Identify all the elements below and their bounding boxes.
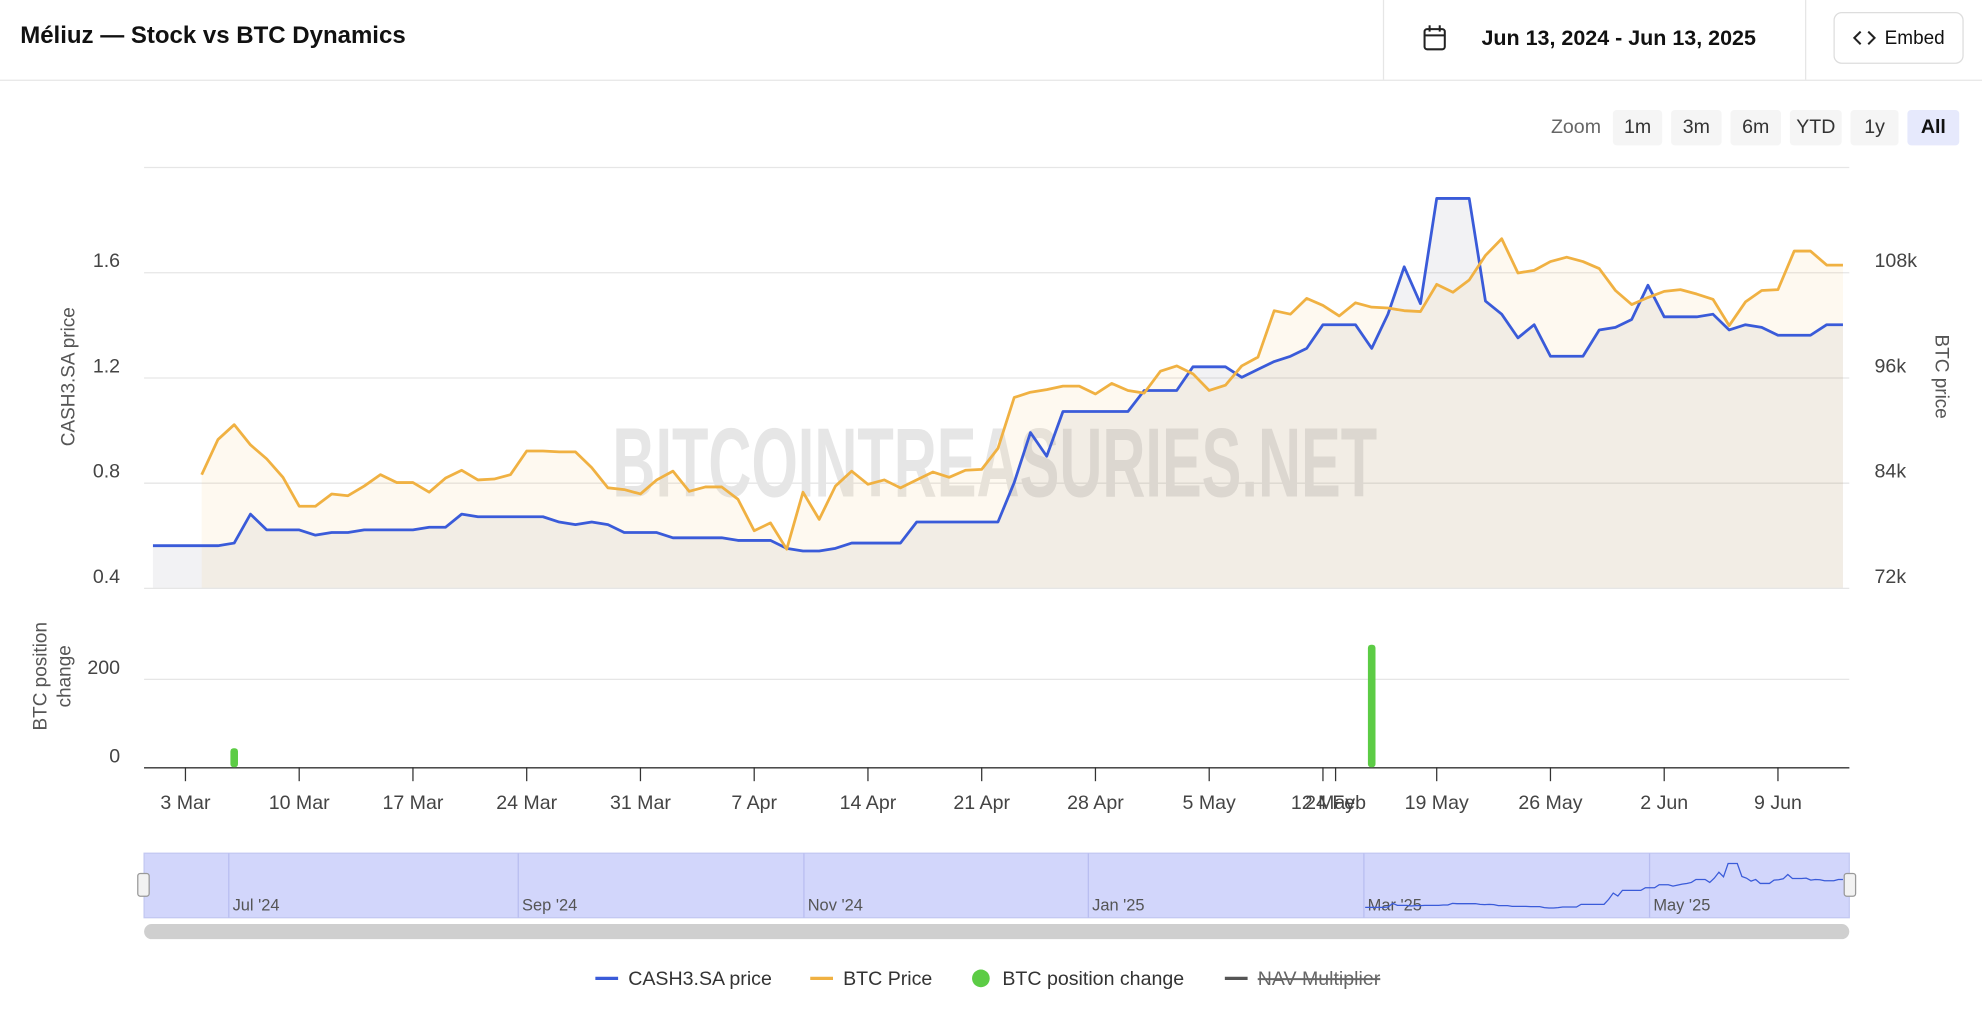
watermark: BITCOINTREASURIES.NET [612, 407, 1377, 517]
x-tick-label: 5 May [1183, 792, 1237, 814]
zoom-button[interactable] [1612, 109, 1663, 146]
series-line [152, 197, 1843, 553]
y-tick-label: 1.6 [93, 250, 120, 272]
navigator-label: May '25 [1653, 897, 1710, 915]
series-area [152, 198, 1843, 588]
zoom-button[interactable] [1907, 109, 1960, 146]
legend-label[interactable]: CASH3.SA price [628, 968, 772, 990]
date-picker[interactable]: Jun 13, 2024 - Jun 13, 2025 [1423, 25, 1756, 51]
series-area [201, 238, 1843, 588]
x-tick-label: 19 May [1405, 792, 1469, 814]
x-tick-label: 26 May [1518, 792, 1582, 814]
zoom-button[interactable] [1850, 109, 1899, 146]
navigator-line [1365, 862, 1843, 909]
y3-axis-title: change [55, 645, 76, 707]
x-tick-label: 28 Apr [1067, 792, 1124, 814]
navigator-label: Sep '24 [522, 897, 577, 915]
y2-tick-label: 72k [1875, 566, 1907, 588]
navigator-label: Mar '25 [1368, 897, 1422, 915]
legend-symbol [972, 969, 990, 988]
x-tick-label: 21 Apr [953, 792, 1010, 814]
bar [230, 748, 238, 768]
y-tick-label: 0.8 [93, 461, 120, 483]
x-tick-label: 2 Jun [1640, 792, 1688, 814]
navigator-handle[interactable] [1843, 872, 1857, 897]
y3-tick-label: 200 [87, 657, 120, 679]
date-range[interactable]: Jun 13, 2024 - Jun 13, 2025 [1481, 26, 1756, 50]
y2-axis-title: BTC price [1930, 335, 1951, 419]
y-axis-title: CASH3.SA price [59, 307, 80, 446]
zoom-button-label[interactable]: All [1921, 116, 1946, 138]
x-tick-label: 24 Mar [496, 792, 557, 814]
zoom-button-label[interactable]: 6m [1742, 116, 1769, 138]
y-tick-label: 0.4 [93, 566, 120, 588]
zoom-button[interactable] [1730, 109, 1782, 146]
legend-label[interactable]: BTC position change [1002, 968, 1184, 990]
x-tick-label: 3 Mar [160, 792, 211, 814]
zoom-button-label[interactable]: 1m [1624, 116, 1651, 138]
x-tick-label: 24 Feb [1305, 792, 1366, 814]
embed-button[interactable]: Embed [1833, 12, 1964, 64]
navigator-handle[interactable] [137, 872, 150, 897]
legend-label[interactable]: BTC Price [843, 968, 932, 990]
navigator-label: Nov '24 [808, 897, 863, 915]
x-tick-label: 31 Mar [610, 792, 671, 814]
y2-tick-label: 96k [1875, 355, 1907, 377]
embed-icon [1852, 30, 1876, 45]
navigator-label: Jan '25 [1092, 897, 1144, 915]
zoom-button[interactable] [1789, 109, 1842, 146]
x-tick-label: 12 May [1291, 792, 1355, 814]
embed-button-box[interactable] [1833, 12, 1964, 64]
x-tick-label: 7 Apr [731, 792, 777, 814]
navigator-label: Jul '24 [233, 897, 280, 915]
navigator-window[interactable] [143, 852, 1850, 919]
y3-axis-title: BTC position [31, 622, 52, 731]
y-tick-label: 1.2 [93, 355, 120, 377]
zoom-button-label[interactable]: 1y [1864, 116, 1885, 138]
series-line [200, 237, 1843, 551]
y3-tick-label: 0 [109, 745, 120, 767]
x-tick-label: 17 Mar [382, 792, 443, 814]
x-tick-label: 14 Apr [840, 792, 897, 814]
legend-label[interactable]: NAV Multiplier [1258, 968, 1381, 990]
page-title: Méliuz — Stock vs BTC Dynamics [20, 22, 405, 49]
y2-tick-label: 84k [1875, 461, 1907, 483]
embed-label[interactable]: Embed [1885, 28, 1945, 49]
bar [1367, 644, 1376, 768]
zoom-button-label[interactable]: 3m [1683, 116, 1710, 138]
y2-tick-label: 108k [1875, 250, 1918, 272]
scrollbar[interactable] [144, 924, 1850, 940]
x-tick-label: 10 Mar [269, 792, 330, 814]
zoom-label: Zoom [1551, 116, 1601, 138]
x-tick-label: 9 Jun [1754, 792, 1802, 814]
zoom-button-label[interactable]: YTD [1796, 116, 1835, 138]
zoom-button[interactable] [1671, 109, 1722, 146]
calendar-icon [1423, 28, 1446, 51]
